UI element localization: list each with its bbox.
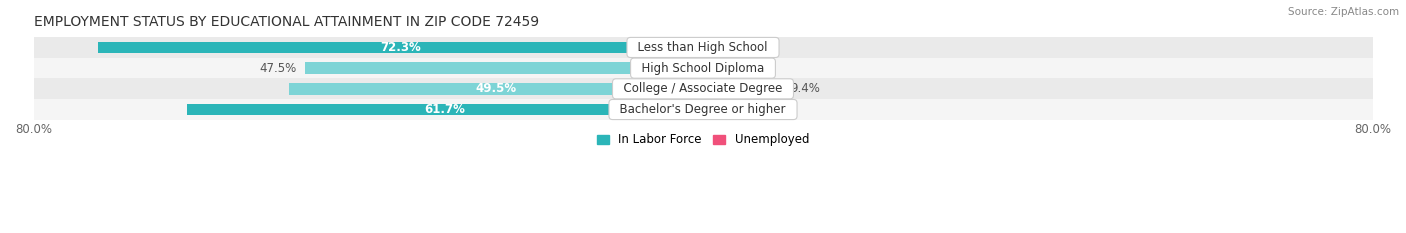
Bar <box>34 79 1372 99</box>
Text: EMPLOYMENT STATUS BY EDUCATIONAL ATTAINMENT IN ZIP CODE 72459: EMPLOYMENT STATUS BY EDUCATIONAL ATTAINM… <box>34 15 538 29</box>
Bar <box>703 83 782 95</box>
Legend: In Labor Force, Unemployed: In Labor Force, Unemployed <box>592 129 814 151</box>
Text: Bachelor's Degree or higher: Bachelor's Degree or higher <box>613 103 793 116</box>
Bar <box>703 62 724 74</box>
Bar <box>703 42 735 53</box>
Bar <box>187 104 703 115</box>
Text: 2.5%: 2.5% <box>733 62 762 75</box>
Bar <box>34 58 1372 79</box>
Text: 61.7%: 61.7% <box>425 103 465 116</box>
Text: 47.5%: 47.5% <box>260 62 297 75</box>
Bar <box>34 99 1372 120</box>
Text: Source: ZipAtlas.com: Source: ZipAtlas.com <box>1288 7 1399 17</box>
Text: College / Associate Degree: College / Associate Degree <box>616 82 790 95</box>
Text: High School Diploma: High School Diploma <box>634 62 772 75</box>
Bar <box>305 62 703 74</box>
Text: 9.4%: 9.4% <box>790 82 820 95</box>
Text: 49.5%: 49.5% <box>475 82 516 95</box>
Text: Less than High School: Less than High School <box>630 41 776 54</box>
Bar <box>98 42 703 53</box>
Text: 3.9%: 3.9% <box>744 41 773 54</box>
Text: 0.0%: 0.0% <box>711 103 741 116</box>
Bar <box>34 37 1372 58</box>
Bar <box>288 83 703 95</box>
Text: 72.3%: 72.3% <box>380 41 420 54</box>
